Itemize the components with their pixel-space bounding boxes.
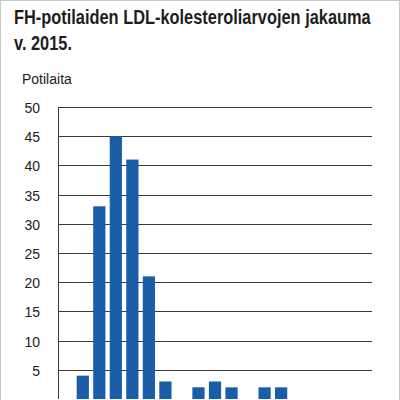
title: v. 2015. bbox=[14, 31, 72, 54]
bar bbox=[275, 387, 287, 399]
bar bbox=[126, 160, 138, 399]
bars bbox=[77, 136, 288, 399]
y-axis-line bbox=[58, 107, 59, 399]
bar bbox=[225, 387, 237, 399]
bar bbox=[77, 376, 89, 399]
bar bbox=[292, 399, 304, 400]
bar bbox=[258, 387, 270, 399]
bar bbox=[110, 136, 122, 399]
y-tick-label: 35 bbox=[24, 188, 40, 204]
y-axis-label: Potilaita bbox=[22, 71, 72, 87]
y-tick-label: 5 bbox=[32, 363, 40, 379]
bar bbox=[93, 206, 105, 399]
title: FH-potilaiden LDL-kolesteroliarvojen jak… bbox=[14, 5, 371, 28]
chart-root: FH-potilaiden LDL-kolesteroliarvojen jak… bbox=[0, 0, 400, 400]
bar bbox=[159, 381, 171, 399]
chart-svg: FH-potilaiden LDL-kolesteroliarvojen jak… bbox=[0, 0, 400, 400]
bar bbox=[325, 399, 337, 400]
frame bbox=[1, 1, 400, 400]
y-tick-label: 45 bbox=[24, 129, 40, 145]
bar bbox=[176, 399, 188, 400]
bar bbox=[209, 381, 221, 399]
y-tick-label: 30 bbox=[24, 217, 40, 233]
bar bbox=[143, 276, 155, 399]
bar bbox=[60, 399, 72, 400]
y-tick-label: 15 bbox=[24, 304, 40, 320]
bar bbox=[308, 399, 320, 400]
y-tick-label: 25 bbox=[24, 246, 40, 262]
y-tick-label: 50 bbox=[24, 100, 40, 116]
grid-line bbox=[58, 136, 372, 137]
y-tick-label: 20 bbox=[24, 275, 40, 291]
bar bbox=[192, 387, 204, 399]
bar bbox=[358, 399, 370, 400]
grid-line bbox=[58, 195, 372, 196]
bar bbox=[341, 399, 353, 400]
grid-line bbox=[58, 165, 372, 166]
title-group: FH-potilaiden LDL-kolesteroliarvojen jak… bbox=[14, 5, 371, 54]
grid-line bbox=[58, 107, 372, 108]
y-tick-label: 10 bbox=[24, 334, 40, 350]
bar bbox=[242, 399, 254, 400]
y-tick-label: 40 bbox=[24, 158, 40, 174]
